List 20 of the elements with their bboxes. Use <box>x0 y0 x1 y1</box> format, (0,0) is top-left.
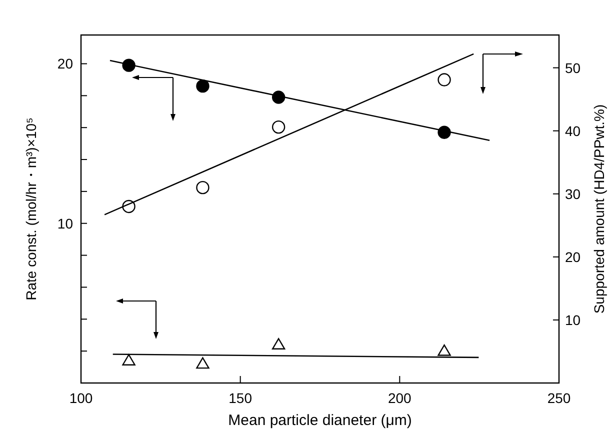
x-tick-label: 150 <box>228 390 252 406</box>
point <box>196 357 210 369</box>
point <box>438 73 451 86</box>
x-tick-label: 200 <box>388 390 412 406</box>
y2-tick-label: 20 <box>565 248 581 265</box>
y2-axis-title: Supported amount (HD4/PPwt.%) <box>591 104 607 314</box>
x-tick-label: 100 <box>69 390 93 406</box>
x-tick-label: 250 <box>547 390 571 406</box>
x-axis-title: Mean particle dianeter (μm) <box>228 412 412 429</box>
point <box>122 354 136 366</box>
point <box>272 120 286 134</box>
point <box>196 180 210 194</box>
point <box>272 338 286 350</box>
y2-tick-label: 50 <box>565 60 581 76</box>
y-axis-title: Rate const. (mol/hr・m³)×10⁵ <box>23 118 39 300</box>
y2-tick-label: 10 <box>565 312 581 328</box>
y2-tick-label: 30 <box>565 186 581 202</box>
point <box>196 79 210 93</box>
y2-tick-label: 40 <box>565 122 581 139</box>
point <box>438 344 451 356</box>
